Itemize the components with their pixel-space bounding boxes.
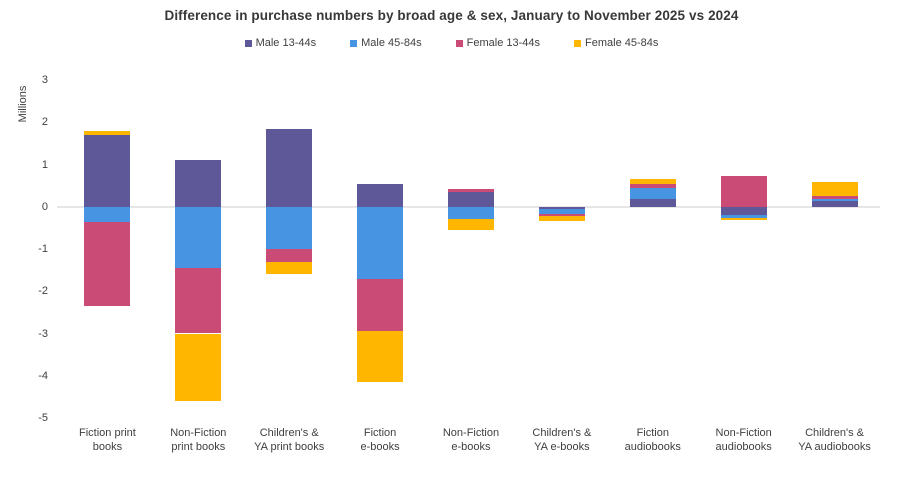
x-category-label: Non-Fiction print books bbox=[170, 427, 227, 453]
bar-segment bbox=[720, 176, 767, 207]
bar-segment bbox=[266, 128, 313, 207]
legend-label: Female 45-84s bbox=[585, 37, 659, 49]
bar-segment bbox=[175, 268, 222, 334]
y-tick-label: -3 bbox=[38, 327, 48, 340]
bar-segment bbox=[811, 196, 858, 200]
legend-item: Female 45-84s bbox=[574, 37, 658, 49]
x-category-label: Fiction audiobooks bbox=[624, 427, 681, 453]
bar-segment bbox=[357, 278, 404, 332]
legend-item: Male 45-84s bbox=[350, 37, 422, 49]
y-tick-label: 3 bbox=[41, 74, 48, 86]
bar-segment bbox=[448, 219, 494, 230]
bar-segment bbox=[357, 331, 404, 383]
legend-item: Male 13-44s bbox=[244, 37, 317, 49]
legend-label: Female 13-44s bbox=[466, 37, 541, 49]
bar-segment bbox=[175, 160, 222, 207]
bar-segment bbox=[538, 206, 585, 209]
y-tick-label: -1 bbox=[38, 243, 48, 255]
bar-segment bbox=[266, 261, 313, 275]
bar-segment bbox=[84, 221, 131, 307]
legend-label: Male 13-44s bbox=[255, 37, 317, 49]
bar-segment bbox=[811, 201, 858, 207]
x-category-label: Children's & YA print books bbox=[254, 427, 325, 453]
x-category-label: Children's & YA e-books bbox=[532, 427, 592, 453]
bar-segment bbox=[538, 214, 585, 216]
bar-segment bbox=[448, 206, 494, 220]
y-tick-label: 1 bbox=[41, 158, 48, 171]
legend-item: Female 13-44s bbox=[455, 37, 541, 49]
chart-title: Difference in purchase numbers by broad … bbox=[164, 8, 739, 23]
legend-marker-icon bbox=[455, 39, 463, 47]
x-axis-labels: Fiction print books Non-Fiction print boo… bbox=[62, 426, 880, 466]
bar-segment bbox=[538, 215, 585, 221]
bar-segment bbox=[629, 188, 676, 200]
bar-segment bbox=[448, 191, 494, 207]
bar-segment bbox=[175, 333, 222, 402]
bar-segment bbox=[357, 183, 404, 207]
bar-segment bbox=[175, 206, 222, 268]
bar-segment bbox=[629, 179, 676, 185]
plot-area bbox=[57, 80, 880, 418]
x-category-label: Fiction print books bbox=[79, 427, 136, 453]
legend-marker-icon bbox=[244, 39, 252, 47]
bar-segment bbox=[720, 206, 767, 216]
legend-marker-icon bbox=[574, 39, 582, 47]
bar-segment bbox=[720, 215, 767, 218]
bar-segment bbox=[266, 249, 313, 262]
x-category-label: Non-Fiction audiobooks bbox=[715, 427, 772, 453]
bar-segment bbox=[84, 130, 131, 135]
y-tick-label: 0 bbox=[41, 200, 48, 213]
bar-segment bbox=[629, 199, 676, 207]
y-tick-label: -2 bbox=[38, 285, 48, 298]
y-tick-label: -4 bbox=[38, 369, 48, 382]
legend: Male 13-44s Male 45-84s Female 13-44s Femal… bbox=[0, 37, 903, 49]
bar-segment bbox=[720, 217, 767, 220]
bar-segment bbox=[357, 206, 404, 279]
bar-segment bbox=[811, 199, 858, 202]
x-category-label: Non-Fiction e-books bbox=[442, 427, 500, 453]
bar-segment bbox=[811, 182, 858, 197]
bar-segment bbox=[538, 208, 585, 215]
bar-segment bbox=[266, 206, 313, 249]
bar-segment bbox=[84, 206, 131, 222]
legend-label: Male 45-84s bbox=[361, 37, 422, 49]
bar-segment bbox=[448, 189, 494, 192]
x-category-label: Fiction e-books bbox=[360, 427, 400, 453]
bar-segment bbox=[84, 134, 131, 207]
y-tick-label: 2 bbox=[41, 116, 48, 129]
y-tick-label: -5 bbox=[38, 412, 48, 424]
bar-segment bbox=[629, 184, 676, 189]
x-category-label: Children's & YA audiobooks bbox=[798, 427, 871, 453]
legend-marker-icon bbox=[350, 39, 358, 47]
y-axis: 3 2 1 0 -1 -2 -3 -4 -5 bbox=[0, 74, 48, 424]
